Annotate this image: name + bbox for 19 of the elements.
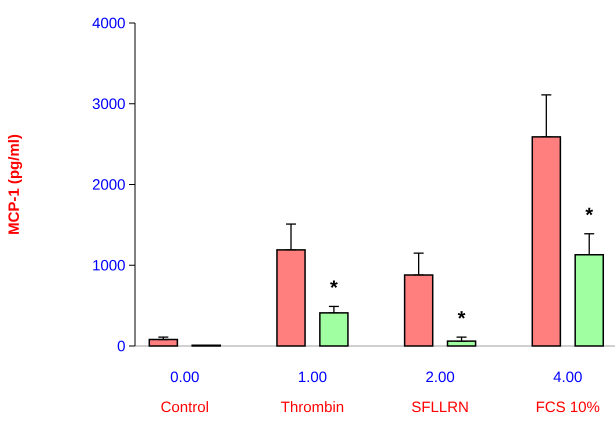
- y-tick-label: 1000: [93, 260, 125, 271]
- y-tick-label: 0: [118, 340, 125, 352]
- y-tick-label: 4000: [92, 18, 125, 28]
- bar: [148, 338, 178, 347]
- x-tick-label: 2.00: [426, 372, 454, 382]
- annotation: *: [458, 311, 466, 319]
- y-axis-title: MCP-1 (pg/ml): [8, 134, 22, 234]
- text: Control: [161, 401, 208, 412]
- x-tick-label: 4.00: [554, 372, 582, 382]
- x-tick-label: 0.00: [170, 372, 199, 382]
- bar: [446, 340, 476, 347]
- text: Thrombin: [281, 401, 344, 412]
- y-tick-label: 3000: [92, 98, 125, 110]
- annotation: *: [585, 208, 594, 216]
- y-tick-label: 2000: [92, 179, 125, 190]
- x-tick-label: 1.00: [298, 372, 326, 382]
- annotation: *: [330, 280, 338, 288]
- text: SFLLRN: [412, 402, 468, 412]
- text: FCS 10%: [536, 402, 600, 412]
